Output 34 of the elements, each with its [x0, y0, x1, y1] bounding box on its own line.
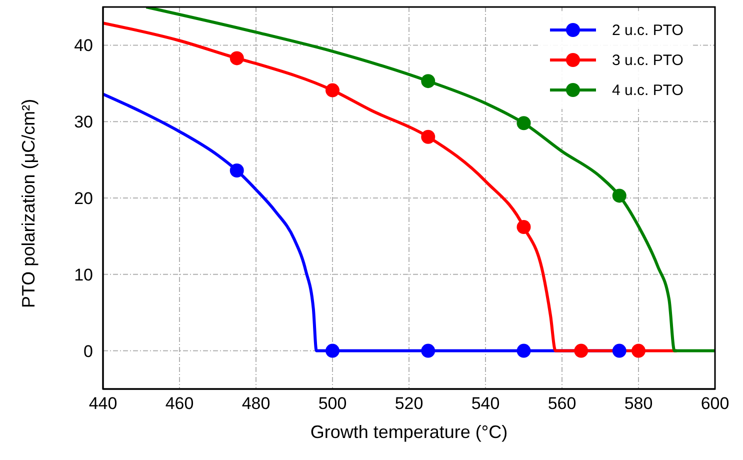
point	[326, 344, 340, 358]
x-tick-label: 580	[624, 394, 653, 414]
point	[230, 51, 244, 66]
legend-label: 3 u.c. PTO	[612, 52, 684, 68]
point	[326, 83, 340, 98]
point	[421, 130, 436, 144]
legend-label: 4 u.c. PTO	[612, 82, 684, 98]
y-tick-label: 20	[74, 189, 93, 208]
x-tick-label: 540	[471, 394, 500, 414]
x-tick-label: 500	[318, 394, 347, 414]
x-tick-label: 600	[700, 394, 730, 414]
y-tick-label: 40	[74, 36, 93, 56]
point	[574, 344, 588, 358]
point	[516, 344, 531, 358]
y-tick-label: 0	[84, 342, 93, 361]
point	[421, 344, 436, 358]
point	[516, 220, 531, 234]
legend-label: 2 u.c. PTO	[612, 22, 684, 38]
line-series	[144, 7, 715, 352]
y-tick-label: 10	[74, 265, 93, 284]
x-tick-label: 560	[548, 394, 576, 414]
x-tick-label: 520	[394, 394, 424, 414]
point	[612, 188, 626, 203]
point	[421, 74, 436, 88]
y-axis-title: PTO polarization (μC/cm²)	[18, 98, 38, 308]
x-tick-label: 480	[242, 394, 270, 414]
point	[612, 344, 626, 358]
point	[230, 163, 244, 178]
x-tick-label: 460	[165, 394, 194, 414]
point	[516, 116, 531, 130]
x-tick-label: 440	[88, 394, 118, 414]
y-tick-label: 30	[74, 112, 93, 132]
point	[632, 344, 646, 358]
x-axis-title: Growth temperature (°C)	[310, 422, 508, 442]
